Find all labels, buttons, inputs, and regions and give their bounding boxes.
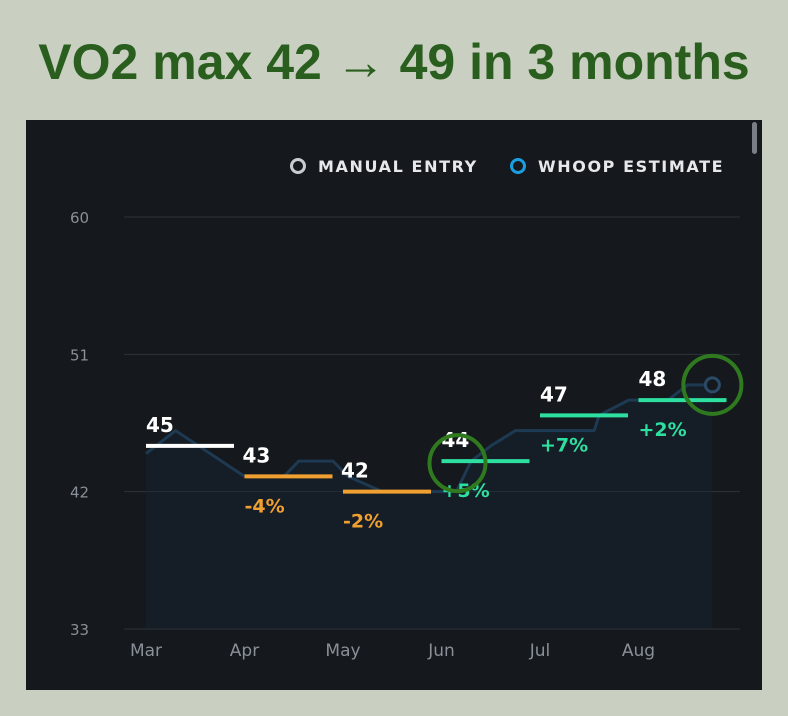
- value-label-jun: 44: [442, 428, 470, 452]
- x-tick-label: Apr: [230, 641, 259, 661]
- value-label-may: 42: [341, 459, 369, 483]
- estimate-area: [146, 384, 713, 629]
- y-tick-label: 60: [70, 209, 89, 227]
- legend-manual-label: MANUAL ENTRY: [318, 156, 478, 176]
- headline: VO2 max 42 → 49 in 3 months: [38, 34, 750, 90]
- change-label-aug: +2%: [639, 419, 687, 441]
- y-tick-label: 51: [70, 346, 89, 364]
- value-label-aug: 48: [639, 367, 667, 391]
- scrollbar-thumb[interactable]: [752, 122, 757, 154]
- grid-layer: 33 42 51 60 Mar Apr May Jun Jul Aug: [70, 209, 740, 661]
- y-tick-label: 33: [70, 621, 89, 639]
- highlight-layer: [427, 353, 744, 494]
- x-tick-label: Aug: [622, 641, 655, 661]
- whoop-estimate-dot-icon: [510, 158, 526, 174]
- monthly-bars-layer: [146, 398, 727, 494]
- value-label-apr: 43: [243, 443, 271, 467]
- estimate-layer: [145, 383, 713, 629]
- whoop-estimate-line: [145, 383, 713, 494]
- latest-point-marker: [703, 376, 721, 394]
- x-tick-label: Jul: [529, 641, 551, 661]
- x-tick-label: Mar: [130, 641, 162, 661]
- value-label-mar: 45: [146, 413, 174, 437]
- legend-manual-entry[interactable]: MANUAL ENTRY: [290, 154, 478, 178]
- x-tick-label: May: [325, 641, 360, 661]
- change-label-jul: +7%: [540, 434, 588, 456]
- y-tick-label: 42: [70, 484, 89, 502]
- value-label-jul: 47: [540, 382, 568, 406]
- legend-whoop-label: WHOOP ESTIMATE: [538, 156, 725, 176]
- change-label-may: -2%: [343, 511, 383, 533]
- x-tick-label: Jun: [427, 641, 455, 661]
- chart-panel: [26, 120, 762, 690]
- highlight-circle-jun: [427, 433, 488, 494]
- highlight-circle-latest: [681, 353, 744, 416]
- legend-whoop-estimate[interactable]: WHOOP ESTIMATE: [510, 154, 724, 178]
- manual-entry-dot-icon: [290, 158, 306, 174]
- change-label-apr: -4%: [245, 495, 285, 517]
